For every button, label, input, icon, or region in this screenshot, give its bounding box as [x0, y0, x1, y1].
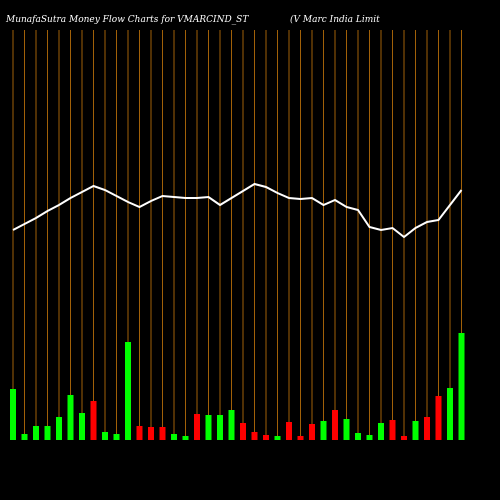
flow-bar: [309, 424, 315, 440]
flow-bar: [320, 421, 327, 440]
flow-bar: [389, 420, 396, 440]
flow-bar: [90, 401, 97, 440]
flow-bar: [136, 426, 143, 440]
flow-bar: [159, 427, 166, 440]
flow-bar: [355, 433, 361, 440]
flow-bar: [251, 432, 258, 440]
flow-bar: [10, 389, 16, 440]
flow-bar: [56, 417, 62, 440]
flow-bar: [297, 436, 304, 440]
chart-title: MunafaSutra Money Flow Charts for VMARCI…: [5, 15, 249, 25]
flow-bar: [205, 415, 212, 440]
flow-bar: [228, 410, 235, 440]
flow-bar: [79, 413, 85, 440]
flow-bar: [424, 417, 430, 440]
flow-bar: [458, 333, 465, 440]
flow-bar: [67, 395, 74, 440]
flow-bar: [263, 435, 269, 440]
flow-bar: [125, 342, 131, 440]
flow-bar: [274, 436, 281, 440]
flow-bar: [171, 434, 177, 440]
flow-bar: [366, 435, 373, 440]
flow-bar: [194, 414, 200, 440]
flow-bar: [286, 422, 292, 440]
flow-bar: [102, 432, 108, 440]
flow-bar: [44, 426, 51, 440]
flow-bar: [435, 396, 442, 440]
flow-bar: [412, 421, 419, 440]
flow-bar: [217, 415, 223, 440]
flow-bar: [182, 436, 189, 440]
flow-bar: [33, 426, 39, 440]
price-line: [12, 182, 463, 239]
flow-bar: [343, 419, 350, 440]
flow-bar: [332, 410, 338, 440]
flow-bar: [240, 423, 246, 440]
flow-bar: [447, 388, 453, 440]
chart-subtitle: (V Marc India Limit: [290, 14, 380, 25]
flow-bar: [21, 434, 28, 440]
flow-bar: [378, 423, 384, 440]
flow-bar: [401, 436, 407, 440]
flow-bar: [113, 434, 120, 440]
flow-bar: [148, 427, 154, 440]
